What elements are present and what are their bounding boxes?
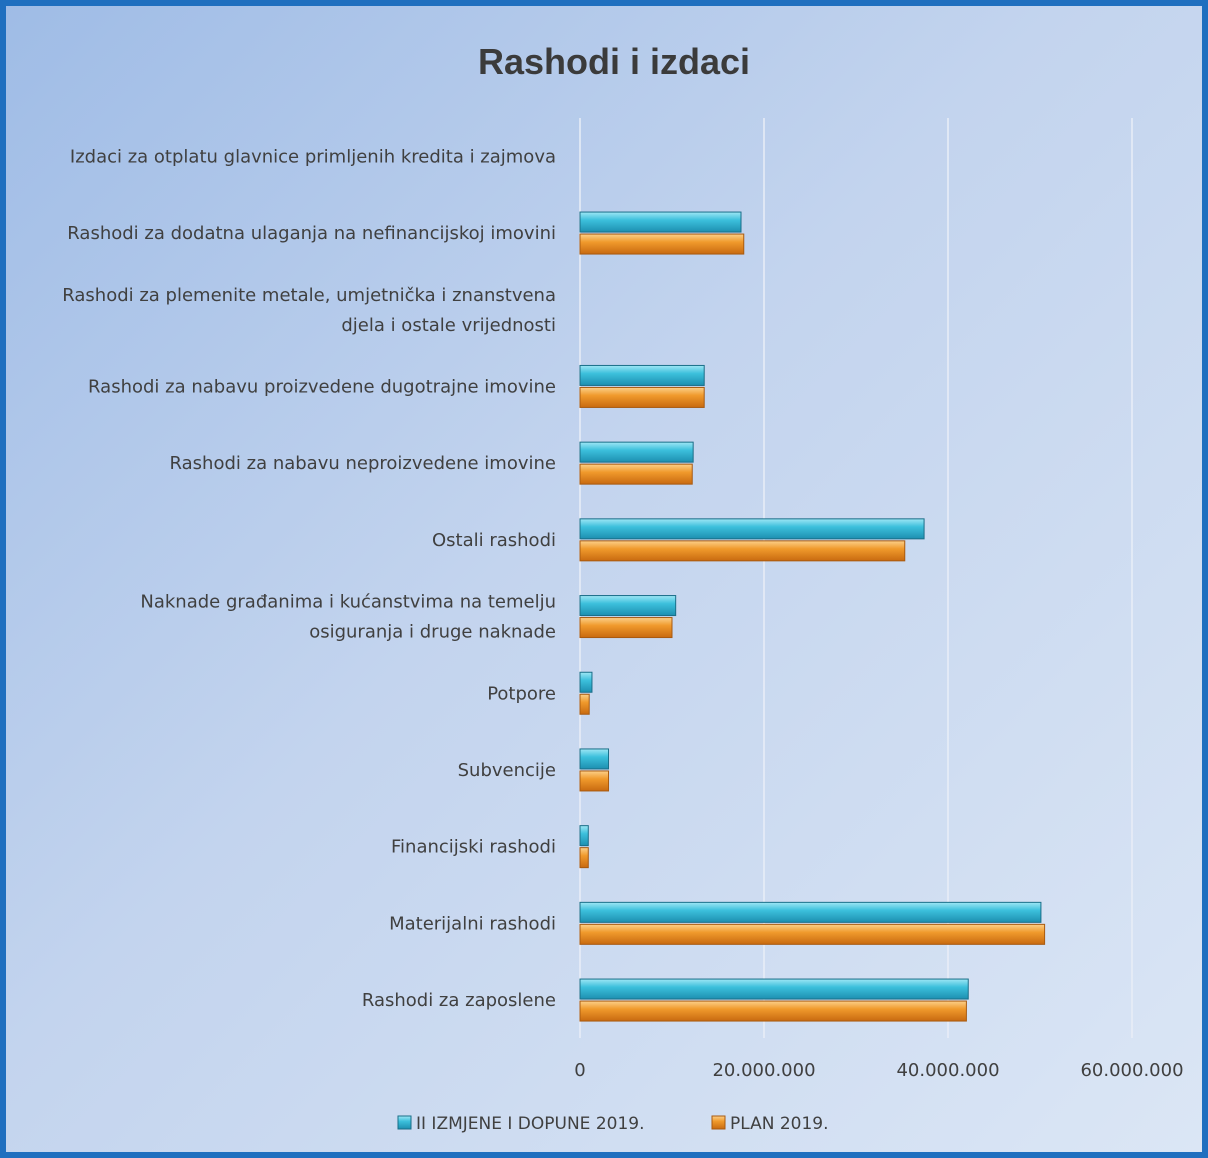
chart-title: Rashodi i izdaci [478, 41, 750, 82]
category-labels: Rashodi za zaposlene Materijalni rashodi F… [62, 146, 556, 1011]
bar-izmjene [579, 595, 677, 617]
bar-plan [579, 617, 673, 639]
bar-plan [579, 693, 590, 715]
bars [579, 211, 1046, 1022]
category-label: Rashodi za nabavu proizvedene dugotrajne… [88, 376, 556, 397]
x-tick-label: 60.000.000 [1080, 1060, 1183, 1081]
legend-swatch [711, 1115, 726, 1130]
category-label: Rashodi za dodatna ulaganja na nefinanci… [67, 223, 556, 244]
bar-izmjene [579, 901, 1042, 923]
gridlines [579, 118, 1133, 1038]
category-label: Izdaci za otplatu glavnice primljenih kr… [70, 146, 556, 167]
bar-izmjene [579, 671, 593, 693]
bar-chart: Rashodi i izdaci Rashodi za zaposlene Mat… [62, 41, 1183, 1134]
legend-swatch [397, 1115, 412, 1130]
bar-plan [579, 233, 745, 255]
x-axis-ticks: 0 20.000.000 40.000.000 60.000.000 [574, 1060, 1183, 1081]
x-tick-label: 40.000.000 [896, 1060, 999, 1081]
x-tick-label: 0 [574, 1060, 585, 1081]
bar-plan [579, 847, 589, 869]
category-label: Rashodi za nabavu neproizvedene imovine [170, 453, 556, 474]
bar-plan [579, 1000, 967, 1022]
bar-izmjene [579, 364, 705, 386]
legend-label: PLAN 2019. [730, 1114, 829, 1134]
category-label: Financijski rashodi [391, 837, 556, 858]
bar-plan [579, 386, 705, 408]
category-label: Potpore [487, 683, 556, 704]
legend-label: II IZMJENE I DOPUNE 2019. [416, 1114, 645, 1134]
bar-izmjene [579, 825, 589, 847]
bar-izmjene [579, 518, 925, 540]
bar-izmjene [579, 748, 610, 770]
category-label: Materijalni rashodi [389, 913, 556, 934]
category-label: Naknade građanima i kućanstvima na temel… [140, 592, 556, 643]
bar-izmjene [579, 978, 969, 1000]
category-label: Rashodi za zaposlene [362, 990, 556, 1011]
category-label: Subvencije [458, 760, 556, 781]
bar-plan [579, 770, 610, 792]
x-tick-label: 20.000.000 [712, 1060, 815, 1081]
category-label: Ostali rashodi [432, 530, 556, 551]
bar-izmjene [579, 441, 694, 463]
legend: II IZMJENE I DOPUNE 2019. PLAN 2019. [397, 1114, 829, 1134]
bar-plan [579, 923, 1046, 945]
category-label: Rashodi za plemenite metale, umjetnička … [62, 285, 556, 336]
bar-izmjene [579, 211, 742, 233]
bar-plan [579, 463, 693, 485]
bar-plan [579, 540, 906, 562]
